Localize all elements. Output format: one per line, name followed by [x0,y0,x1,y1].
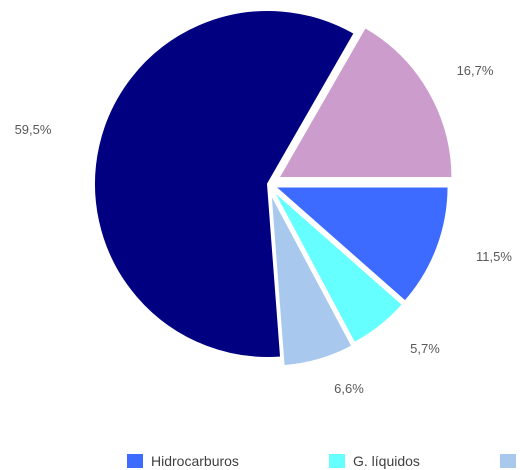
pie-chart-svg: 11,5% 5,7% 6,6% 59,5% 16,7% [15,9,512,396]
legend-label-g-liquidos: G. líquidos [353,453,420,469]
pie-slice-2 [271,188,405,345]
pie-slice-5 [276,25,454,179]
data-label-4: 59,5% [15,122,52,137]
data-label-3: 6,6% [334,381,364,396]
data-label-2: 5,7% [410,341,440,356]
pie-slice-1 [271,185,450,303]
pie-slice-4 [93,9,357,359]
legend-swatch-g-liquidos [329,454,345,468]
data-label-1: 11,5% [476,249,512,264]
chart-legend: Hidrocarburos G. líquidos [0,450,520,470]
pie-slice-3 [269,192,354,368]
legend-swatch-hidrocarburos [127,454,143,468]
legend-label-hidrocarburos: Hidrocarburos [151,453,239,469]
data-label-5: 16,7% [457,63,494,78]
legend-swatch-third [500,454,516,468]
